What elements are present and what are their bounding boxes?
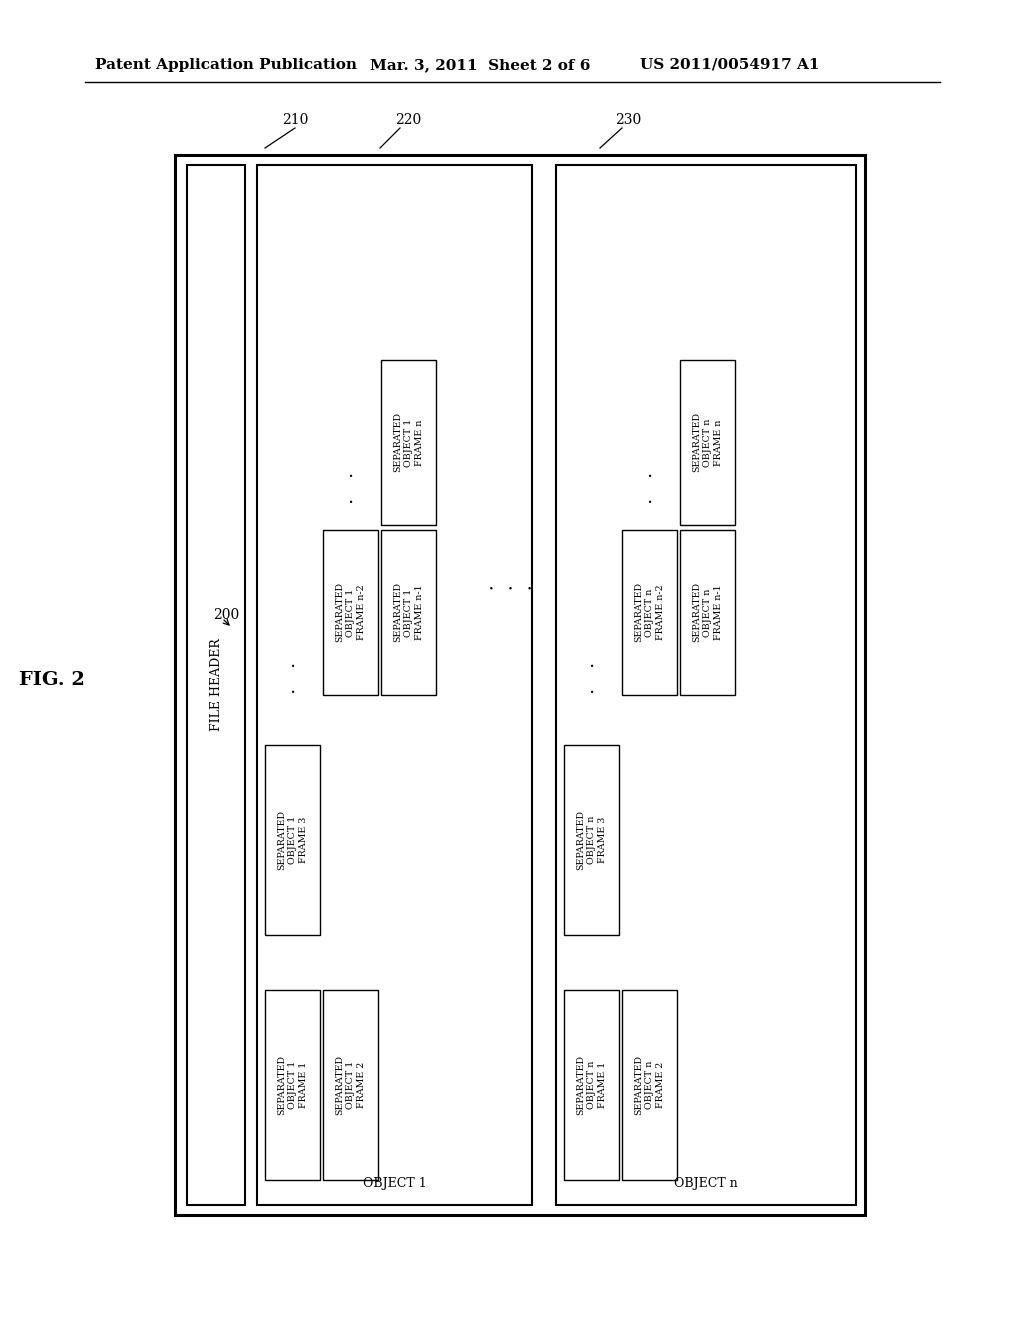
Text: SEPARATED
OBJECT n
FRAME 2: SEPARATED OBJECT n FRAME 2 bbox=[634, 1055, 666, 1115]
Text: SEPARATED
OBJECT 1
FRAME n-1: SEPARATED OBJECT 1 FRAME n-1 bbox=[393, 582, 424, 643]
Text: SEPARATED
OBJECT n
FRAME n-2: SEPARATED OBJECT n FRAME n-2 bbox=[634, 582, 666, 643]
Bar bbox=[556, 165, 856, 1205]
Bar bbox=[622, 990, 677, 1180]
Text: SEPARATED
OBJECT n
FRAME n-1: SEPARATED OBJECT n FRAME n-1 bbox=[692, 582, 723, 643]
Bar bbox=[381, 360, 436, 525]
Text: OBJECT n: OBJECT n bbox=[674, 1176, 738, 1189]
Text: SEPARATED
OBJECT 1
FRAME n-2: SEPARATED OBJECT 1 FRAME n-2 bbox=[335, 582, 367, 643]
Text: SEPARATED
OBJECT 1
FRAME 1: SEPARATED OBJECT 1 FRAME 1 bbox=[276, 1055, 308, 1115]
Text: 220: 220 bbox=[395, 114, 421, 127]
Text: ⋅  ⋅  ⋅: ⋅ ⋅ ⋅ bbox=[487, 581, 532, 599]
Bar bbox=[564, 744, 618, 935]
Text: SEPARATED
OBJECT 1
FRAME 2: SEPARATED OBJECT 1 FRAME 2 bbox=[335, 1055, 367, 1115]
Text: FIG. 2: FIG. 2 bbox=[19, 671, 85, 689]
Text: ⋅
⋅: ⋅ ⋅ bbox=[289, 657, 295, 702]
Text: Mar. 3, 2011  Sheet 2 of 6: Mar. 3, 2011 Sheet 2 of 6 bbox=[370, 58, 591, 73]
Text: 200: 200 bbox=[213, 609, 240, 622]
Bar bbox=[381, 531, 436, 696]
Text: SEPARATED
OBJECT n
FRAME 1: SEPARATED OBJECT n FRAME 1 bbox=[575, 1055, 607, 1115]
Bar bbox=[680, 360, 735, 525]
Bar bbox=[265, 744, 319, 935]
Text: SEPARATED
OBJECT 1
FRAME 3: SEPARATED OBJECT 1 FRAME 3 bbox=[276, 810, 308, 870]
Bar bbox=[323, 531, 378, 696]
Text: SEPARATED
OBJECT n
FRAME 3: SEPARATED OBJECT n FRAME 3 bbox=[575, 810, 607, 870]
Text: 230: 230 bbox=[614, 114, 641, 127]
Bar bbox=[257, 165, 532, 1205]
Text: OBJECT 1: OBJECT 1 bbox=[362, 1176, 426, 1189]
Text: US 2011/0054917 A1: US 2011/0054917 A1 bbox=[640, 58, 819, 73]
Text: ⋅
⋅: ⋅ ⋅ bbox=[588, 657, 594, 702]
Text: 210: 210 bbox=[282, 114, 308, 127]
Bar bbox=[680, 531, 735, 696]
Bar bbox=[564, 990, 618, 1180]
Bar bbox=[187, 165, 245, 1205]
Bar bbox=[323, 990, 378, 1180]
Bar bbox=[622, 531, 677, 696]
Text: ⋅
⋅: ⋅ ⋅ bbox=[347, 467, 353, 512]
Text: SEPARATED
OBJECT 1
FRAME n: SEPARATED OBJECT 1 FRAME n bbox=[393, 412, 424, 473]
Text: FILE HEADER: FILE HEADER bbox=[210, 639, 222, 731]
Bar bbox=[175, 154, 865, 1214]
Text: SEPARATED
OBJECT n
FRAME n: SEPARATED OBJECT n FRAME n bbox=[692, 412, 723, 473]
Text: ⋅
⋅: ⋅ ⋅ bbox=[646, 467, 652, 512]
Bar bbox=[265, 990, 319, 1180]
Text: Patent Application Publication: Patent Application Publication bbox=[95, 58, 357, 73]
